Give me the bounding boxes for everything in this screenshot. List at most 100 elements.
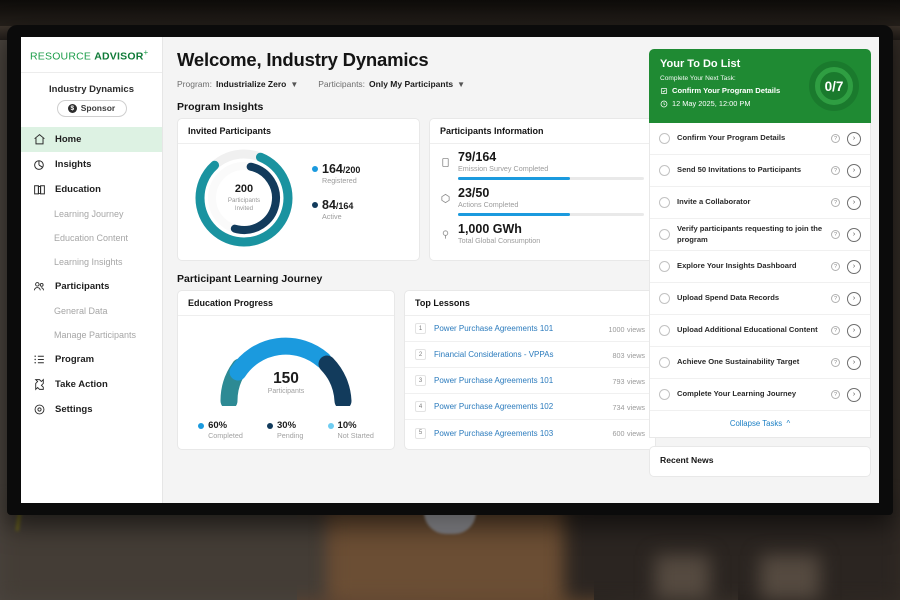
sidebar-item-general-data[interactable]: General Data — [54, 305, 108, 316]
checkbox-icon[interactable] — [659, 261, 670, 272]
help-icon[interactable]: ? — [831, 390, 840, 399]
checkbox-icon[interactable] — [659, 389, 670, 400]
app-logo[interactable]: RESOURCE ADVISOR+ — [21, 37, 162, 73]
lesson-rank: 5 — [415, 427, 426, 439]
top-lessons-card: Top Lessons 1 Power Purchase Agreements … — [404, 290, 656, 450]
gauge-svg — [220, 337, 352, 406]
invited-participants-card: Invited Participants 200 Participant — [177, 118, 420, 261]
lesson-views: 793 views — [612, 376, 646, 386]
sponsor-badge[interactable]: $ Sponsor — [56, 99, 127, 117]
checkbox-icon[interactable] — [659, 197, 670, 208]
checkbox-icon[interactable] — [659, 229, 670, 240]
puzzle-icon — [33, 378, 46, 391]
progress-bar-fill — [458, 177, 570, 180]
todo-next-task: Confirm Your Program Details — [660, 86, 860, 95]
checkbox-icon[interactable] — [659, 133, 670, 144]
logo-word-resource: RESOURCE — [30, 50, 92, 63]
list-item[interactable]: Achieve One Sustainability Target ? › — [650, 347, 870, 379]
donut-center-sub: Participants Invited — [228, 197, 260, 213]
chevron-right-icon[interactable]: › — [847, 195, 861, 210]
help-icon[interactable]: ? — [831, 230, 840, 239]
sidebar-item-label: Insights — [55, 158, 92, 170]
chevron-right-icon[interactable]: › — [847, 259, 861, 274]
todo-task-list: Confirm Your Program Details ? › Send 50… — [649, 123, 871, 438]
checkbox-icon[interactable] — [659, 357, 670, 368]
list-item[interactable]: Explore Your Insights Dashboard ? › — [650, 251, 870, 283]
sidebar-item-learning-journey[interactable]: Learning Journey — [54, 208, 124, 219]
lesson-views: 600 views — [612, 429, 646, 438]
participants-filter-label: Participants: — [318, 79, 366, 89]
gauge-center-value: 150 — [273, 370, 299, 387]
list-item[interactable]: Complete Your Learning Journey ? › — [650, 379, 870, 411]
list-item[interactable]: Verify participants requesting to join t… — [650, 219, 870, 251]
screen-content: RESOURCE ADVISOR+ Industry Dynamics $ Sp… — [21, 37, 879, 503]
participants-info-row: 23/50 Actions Completed — [430, 180, 655, 216]
task-label: Confirm Your Program Details — [677, 133, 786, 143]
legend-dot-registered — [312, 166, 318, 172]
help-icon[interactable]: ? — [831, 326, 840, 335]
table-row[interactable]: 1 Power Purchase Agreements 101 1000 vie… — [405, 316, 655, 342]
table-row[interactable]: 2 Financial Considerations - VPPAs 803 v… — [405, 342, 655, 368]
clipboard-check-icon — [660, 87, 668, 95]
sidebar-item-take-action[interactable]: Take Action — [21, 372, 162, 397]
lesson-name[interactable]: Financial Considerations - VPPAs — [434, 350, 554, 359]
sidebar-item-learning-insights[interactable]: Learning Insights — [54, 256, 123, 267]
sidebar-item-label: Education — [55, 183, 101, 195]
task-label: Complete Your Learning Journey — [677, 389, 797, 399]
list-item[interactable]: Upload Spend Data Records ? › — [650, 283, 870, 315]
help-icon[interactable]: ? — [831, 198, 840, 207]
sidebar-item-program[interactable]: Program — [21, 347, 162, 372]
energy-icon — [440, 229, 451, 240]
help-icon[interactable]: ? — [831, 358, 840, 367]
survey-icon — [440, 157, 451, 168]
sidebar-item-home[interactable]: Home — [21, 126, 162, 152]
todo-due-label: 12 May 2025, 12:00 PM — [672, 99, 751, 108]
help-icon[interactable]: ? — [831, 166, 840, 175]
lesson-name[interactable]: Power Purchase Agreements 102 — [434, 402, 554, 411]
help-icon[interactable]: ? — [831, 294, 840, 303]
table-row[interactable]: 3 Power Purchase Agreements 101 793 view… — [405, 368, 655, 394]
lesson-name[interactable]: Power Purchase Agreements 103 — [434, 428, 554, 438]
chevron-right-icon[interactable]: › — [847, 227, 861, 242]
list-item[interactable]: Confirm Your Program Details ? › — [650, 123, 870, 155]
education-progress-card: Education Progress 150 Participants — [177, 290, 395, 450]
logo-plus: + — [143, 48, 149, 57]
sidebar-item-insights[interactable]: Insights — [21, 152, 162, 177]
lesson-views: 1000 views — [608, 324, 646, 334]
table-row[interactable]: 5 Power Purchase Agreements 103 600 view… — [405, 420, 655, 446]
chevron-right-icon[interactable]: › — [847, 291, 861, 306]
chevron-right-icon[interactable]: › — [847, 323, 861, 338]
chevron-right-icon[interactable]: › — [847, 387, 861, 402]
help-icon[interactable]: ? — [831, 262, 840, 271]
todo-due: 12 May 2025, 12:00 PM — [660, 99, 860, 108]
checkbox-icon[interactable] — [659, 325, 670, 336]
chevron-right-icon[interactable]: › — [847, 131, 861, 146]
program-filter[interactable]: Program: Industrialize Zero ▼ — [177, 79, 298, 89]
participants-filter[interactable]: Participants: Only My Participants ▼ — [318, 79, 465, 89]
chevron-right-icon[interactable]: › — [847, 355, 861, 370]
sidebar-item-education-content[interactable]: Education Content — [54, 232, 129, 243]
todo-progress-ring: 0/7 — [809, 61, 859, 111]
sidebar-item-participants[interactable]: Participants — [21, 274, 162, 299]
lesson-name[interactable]: Power Purchase Agreements 101 — [434, 376, 554, 385]
table-row[interactable]: 4 Power Purchase Agreements 102 734 view… — [405, 394, 655, 420]
donut-chart-area: 200 Participants Invited 164/200 — [178, 144, 419, 252]
progress-bar-fill — [458, 213, 570, 216]
lesson-name[interactable]: Power Purchase Agreements 101 — [434, 324, 554, 333]
checkbox-icon[interactable] — [659, 293, 670, 304]
help-icon[interactable]: ? — [831, 134, 840, 143]
legend-pct-pending: 30% — [277, 420, 297, 431]
sidebar-item-settings[interactable]: Settings — [21, 397, 162, 422]
donut-sub-line1: Participants — [227, 197, 261, 205]
list-item[interactable]: Invite a Collaborator ? › — [650, 187, 870, 219]
legend-dot-completed — [198, 422, 205, 429]
donut-center-value: 200 — [234, 183, 254, 196]
collapse-tasks-button[interactable]: Collapse Tasks ^ — [650, 411, 870, 437]
checkbox-icon[interactable] — [659, 165, 670, 176]
sidebar-item-manage-participants[interactable]: Manage Participants — [54, 329, 137, 340]
list-item[interactable]: Upload Additional Educational Content ? … — [650, 315, 870, 347]
chevron-right-icon[interactable]: › — [847, 163, 861, 178]
list-item[interactable]: Send 50 Invitations to Participants ? › — [650, 155, 870, 187]
sidebar-item-education[interactable]: Education — [21, 177, 162, 202]
legend-dot-not-started — [327, 422, 334, 429]
